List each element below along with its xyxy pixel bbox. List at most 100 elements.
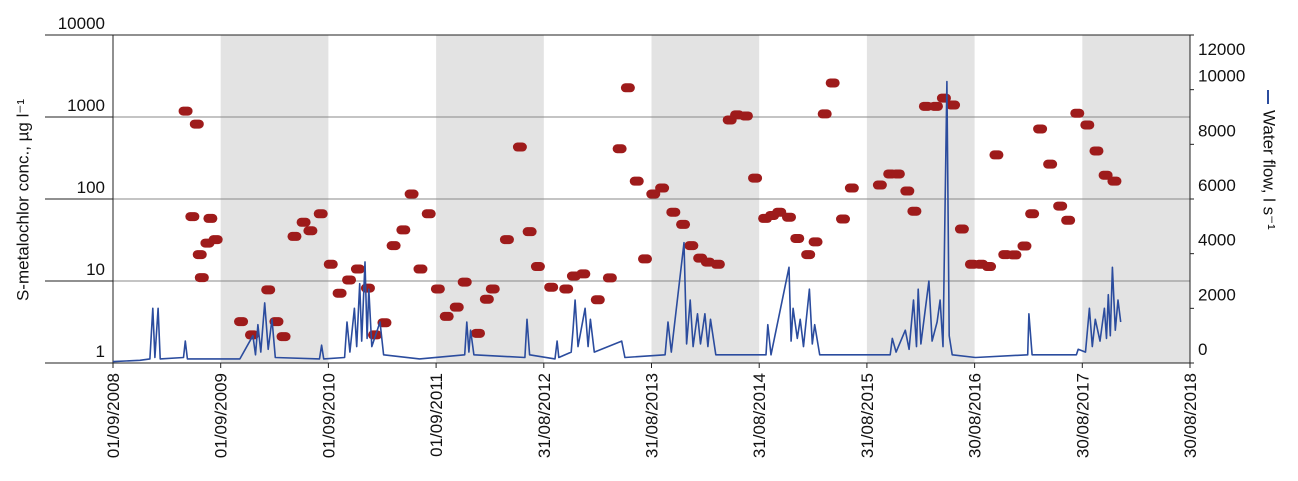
concentration-point <box>499 235 514 245</box>
concentration-point <box>748 173 763 183</box>
concentration-point <box>559 284 574 294</box>
x-tick-label: 01/09/2010 <box>319 373 338 458</box>
plot-marks <box>112 78 1122 363</box>
concentration-point <box>1043 159 1058 169</box>
concentration-point <box>313 209 328 219</box>
concentration-point <box>1061 215 1076 225</box>
concentration-point <box>404 189 419 199</box>
concentration-point <box>276 332 291 342</box>
concentration-point <box>261 285 276 295</box>
concentration-point <box>479 294 494 304</box>
x-tick-label: 31/08/2013 <box>643 373 662 458</box>
concentration-point <box>296 217 311 227</box>
concentration-point <box>772 207 787 217</box>
y-tick-label: 1 <box>96 342 105 361</box>
concentration-point <box>808 237 823 247</box>
concentration-point <box>194 273 209 283</box>
y2-tick-label: 4000 <box>1198 231 1236 250</box>
concentration-point <box>1089 146 1104 156</box>
x-tick-label: 01/09/2008 <box>104 373 123 458</box>
concentration-point <box>646 189 661 199</box>
concentration-point <box>620 83 635 93</box>
concentration-point <box>1033 124 1048 134</box>
x-tick-label: 30/08/2017 <box>1073 373 1092 458</box>
concentration-point <box>1025 209 1040 219</box>
flow-line <box>112 80 1122 363</box>
x-tick-label: 30/08/2018 <box>1181 373 1200 458</box>
concentration-point <box>907 206 922 216</box>
concentration-point <box>342 275 357 285</box>
plot-frame <box>112 34 1191 364</box>
concentration-point <box>1017 241 1032 251</box>
concentration-point <box>332 288 347 298</box>
concentration-point <box>629 176 644 186</box>
concentration-point <box>303 226 318 236</box>
concentration-point <box>790 233 805 243</box>
y2-tick-label: 8000 <box>1198 121 1236 140</box>
concentration-point <box>189 119 204 129</box>
y-tick-label: 10000 <box>58 14 105 33</box>
concentration-point <box>530 262 545 272</box>
concentration-point <box>982 262 997 272</box>
concentration-point <box>485 284 500 294</box>
concentration-point <box>396 225 411 235</box>
concentration-point <box>203 213 218 223</box>
concentration-point <box>439 311 454 321</box>
concentration-point <box>782 212 797 222</box>
y2-tick-label: 2000 <box>1198 285 1236 304</box>
y-axis-title: S-metalochlor conc., µg l⁻¹ <box>13 99 32 301</box>
concentration-point <box>612 144 627 154</box>
concentration-point <box>350 264 365 274</box>
concentration-point <box>817 109 832 119</box>
concentration-point <box>234 317 249 327</box>
x-tick-label: 01/09/2009 <box>212 373 231 458</box>
legend: Water flow, l s⁻¹ <box>1260 90 1279 230</box>
concentration-point <box>1070 108 1085 118</box>
concentration-point <box>835 214 850 224</box>
concentration-point <box>590 295 605 305</box>
concentration-point <box>244 330 259 340</box>
y2-tick-label: 0 <box>1198 340 1207 359</box>
concentration-point <box>872 180 887 190</box>
concentration-point <box>386 241 401 251</box>
concentration-point <box>638 254 653 264</box>
concentration-point <box>421 209 436 219</box>
concentration-point <box>1107 176 1122 186</box>
concentration-point <box>470 328 485 338</box>
concentration-point <box>413 264 428 274</box>
concentration-point <box>954 224 969 234</box>
concentration-point <box>1080 120 1095 130</box>
grid <box>45 34 1194 368</box>
concentration-point <box>900 186 915 196</box>
concentration-point <box>430 284 445 294</box>
concentration-point <box>738 111 753 121</box>
concentration-point <box>178 106 193 116</box>
concentration-point <box>576 269 591 279</box>
x-tick-label: 01/09/2011 <box>427 373 446 457</box>
concentration-point <box>287 231 302 241</box>
concentration-point <box>208 235 223 245</box>
concentration-point <box>185 212 200 222</box>
concentration-point <box>946 100 961 110</box>
concentration-point <box>655 183 670 193</box>
x-tick-label: 30/08/2016 <box>966 373 985 458</box>
y-tick-label: 1000 <box>67 96 105 115</box>
concentration-point <box>684 241 699 251</box>
concentration-point <box>825 78 840 88</box>
concentration-point <box>544 282 559 292</box>
concentration-point <box>918 101 933 111</box>
concentration-point <box>512 142 527 152</box>
y-tick-label: 10 <box>86 260 105 279</box>
concentration-point <box>449 302 464 312</box>
y2-tick-label: 10000 <box>1198 67 1245 86</box>
x-tick-label: 31/08/2014 <box>750 373 769 458</box>
concentration-point <box>522 227 537 237</box>
concentration-point <box>1098 170 1113 180</box>
concentration-point <box>602 273 617 283</box>
concentration-point <box>844 183 859 193</box>
concentration-point <box>710 259 725 269</box>
concentration-point <box>989 150 1004 160</box>
concentration-point <box>1007 250 1022 260</box>
